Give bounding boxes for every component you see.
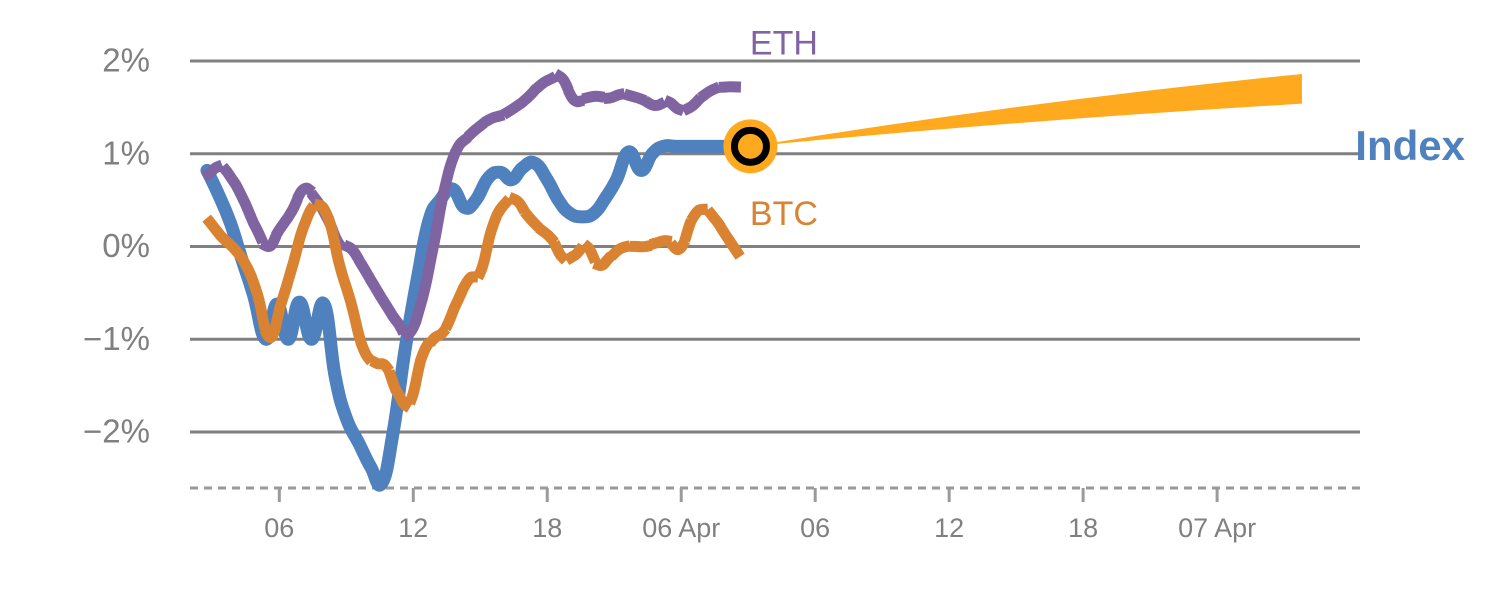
series-line-eth (201, 70, 743, 341)
x-axis-tick-label: 06 (800, 513, 830, 543)
x-axis-tick-marks (277, 488, 1219, 502)
y-axis-tick-label: −2% (83, 413, 150, 450)
x-axis-tick-label: 12 (934, 513, 964, 543)
x-axis-tick-label: 06 Apr (642, 513, 720, 543)
eth-label: ETH (750, 25, 818, 63)
x-axis-tick-label: 18 (1068, 513, 1098, 543)
forecast-cone-shape (750, 73, 1302, 147)
marker-ring[interactable] (730, 126, 770, 166)
y-axis-tick-label: 2% (102, 42, 150, 79)
btc-label: BTC (750, 195, 818, 233)
series-lines (200, 70, 757, 492)
y-axis-tick-labels: 2% 1% 0% −1% −2% (83, 42, 150, 450)
x-axis-tick-label: 18 (532, 513, 562, 543)
series-line-btc (202, 193, 745, 411)
index-label: Index (1355, 122, 1465, 169)
y-axis-tick-label: 1% (102, 134, 150, 171)
x-axis-tick-label: 07 Apr (1178, 513, 1256, 543)
series-annotations: ETH BTC Index (750, 25, 1466, 234)
series-line-index (200, 139, 757, 492)
x-axis-tick-label: 12 (398, 513, 428, 543)
index-forecast-cone (750, 73, 1302, 147)
index-current-value-marker[interactable] (723, 119, 778, 174)
y-axis-tick-label: 0% (102, 227, 150, 264)
y-axis-tick-label: −1% (83, 320, 150, 357)
x-axis-tick-labels: 06 12 18 06 Apr 06 12 18 07 Apr (264, 513, 1256, 543)
x-axis-tick-label: 06 (264, 513, 294, 543)
